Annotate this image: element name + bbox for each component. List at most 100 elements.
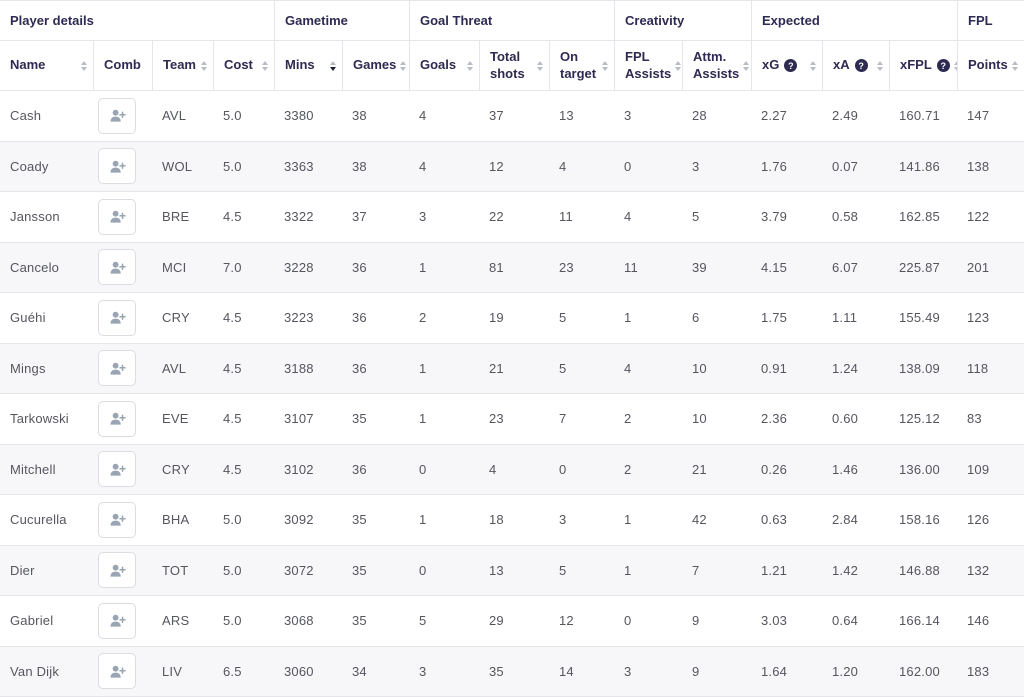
- cell-mins: 3072: [284, 562, 314, 578]
- sort-icon[interactable]: [197, 60, 207, 71]
- add-player-button[interactable]: [98, 501, 136, 538]
- sort-icon[interactable]: [326, 60, 336, 71]
- cell-on_target: 14: [559, 663, 574, 679]
- cell-points: 201: [967, 259, 990, 275]
- sort-icon[interactable]: [463, 60, 473, 71]
- column-header-label: Mins: [285, 57, 315, 73]
- cell-xfpl: 162.00: [899, 663, 940, 679]
- column-group-header-gametime: Gametime: [274, 1, 409, 40]
- column-header-name[interactable]: Name: [0, 41, 93, 90]
- sort-up-arrow-icon: [1012, 60, 1018, 65]
- column-header-points[interactable]: Points: [957, 41, 1024, 90]
- add-player-button[interactable]: [98, 400, 136, 437]
- person-add-icon: [109, 311, 126, 324]
- sort-icon[interactable]: [396, 60, 407, 71]
- column-header-games[interactable]: Games: [342, 41, 409, 90]
- cell-fpl_assists: 2: [624, 461, 632, 477]
- add-player-button[interactable]: [98, 451, 136, 488]
- sort-down-arrow-icon: [201, 66, 207, 71]
- cell-xfpl: 166.14: [899, 613, 940, 629]
- add-player-button[interactable]: [98, 198, 136, 235]
- sort-icon[interactable]: [950, 60, 957, 71]
- cell-games: 38: [352, 158, 367, 174]
- add-player-button[interactable]: [98, 602, 136, 639]
- cell-games: 38: [352, 108, 367, 124]
- sort-icon[interactable]: [598, 60, 608, 71]
- cell-xg: 1.75: [761, 310, 788, 326]
- column-group-header-expected: Expected: [751, 1, 957, 40]
- table-body: Cash AVL 5.0 3380 38 4 37 13 3 28 2.27 2.49 160.71 1…: [0, 91, 1024, 697]
- sort-down-arrow-icon: [330, 66, 336, 71]
- column-header-on_target[interactable]: On target: [549, 41, 614, 90]
- column-header-mins[interactable]: Mins: [274, 41, 342, 90]
- table-row: Coady WOL 5.0 3363 38 4 12 4 0 3 1.76 0.07 141.86 13…: [0, 141, 1024, 192]
- cell-on_target: 4: [559, 158, 567, 174]
- cell-xfpl: 146.88: [899, 562, 940, 578]
- sort-icon[interactable]: [77, 60, 87, 71]
- help-icon[interactable]: ?: [936, 59, 950, 72]
- column-header-fpl_assists[interactable]: FPL Assists: [614, 41, 682, 90]
- table-row: Tarkowski EVE 4.5 3107 35 1 23 7 2 10 2.36 0.60 125…: [0, 394, 1024, 445]
- add-player-button[interactable]: [98, 350, 136, 387]
- column-header-goals[interactable]: Goals: [409, 41, 479, 90]
- table-row: Cucurella BHA 5.0 3092 35 1 18 3 1 42 0.63 2.84 158…: [0, 495, 1024, 546]
- cell-mins: 3060: [284, 663, 314, 679]
- sort-icon[interactable]: [258, 60, 268, 71]
- cell-games: 36: [352, 461, 367, 477]
- column-header-label: Name: [10, 57, 46, 73]
- add-player-button[interactable]: [98, 148, 136, 185]
- cell-fpl_assists: 11: [624, 259, 638, 275]
- cell-attm_assists: 3: [692, 158, 700, 174]
- cell-fpl_assists: 2: [624, 411, 632, 427]
- sort-icon[interactable]: [533, 60, 543, 71]
- cell-fpl_assists: 4: [624, 360, 632, 376]
- cell-fpl_assists: 0: [624, 613, 632, 629]
- cell-xa: 0.58: [832, 209, 859, 225]
- sort-icon[interactable]: [1008, 60, 1018, 71]
- help-icon[interactable]: ?: [784, 59, 798, 72]
- column-header-xa[interactable]: xA ?: [822, 41, 889, 90]
- column-group-label: Goal Threat: [420, 13, 493, 28]
- column-header-xfpl[interactable]: xFPL ?: [889, 41, 957, 90]
- column-header-team[interactable]: Team: [152, 41, 213, 90]
- add-player-button[interactable]: [98, 552, 136, 589]
- person-add-icon: [109, 412, 126, 425]
- column-header-label: Comb: [104, 57, 141, 73]
- help-icon[interactable]: ?: [854, 59, 868, 72]
- column-group-header-creativity: Creativity: [614, 1, 751, 40]
- sort-icon[interactable]: [873, 60, 883, 71]
- cell-mins: 3322: [284, 209, 314, 225]
- cell-xg: 2.27: [761, 108, 788, 124]
- cell-attm_assists: 39: [692, 259, 707, 275]
- add-player-button[interactable]: [98, 249, 136, 286]
- cell-points: 122: [967, 209, 990, 225]
- add-player-button[interactable]: [98, 653, 136, 690]
- sort-up-arrow-icon: [330, 60, 336, 65]
- cell-points: 118: [967, 360, 989, 376]
- column-header-label: Cost: [224, 57, 253, 73]
- sort-icon[interactable]: [739, 60, 750, 71]
- column-header-cost[interactable]: Cost: [213, 41, 274, 90]
- cell-cost: 6.5: [223, 663, 242, 679]
- add-player-button[interactable]: [98, 97, 136, 134]
- sort-up-arrow-icon: [602, 60, 608, 65]
- cell-cost: 7.0: [223, 259, 242, 275]
- column-header-total_shots[interactable]: Total shots: [479, 41, 549, 90]
- column-header-attm_assists[interactable]: Attm. Assists: [682, 41, 751, 90]
- sort-icon[interactable]: [671, 60, 682, 71]
- cell-name: Cucurella: [10, 512, 67, 528]
- cell-points: 123: [967, 310, 990, 326]
- cell-goals: 4: [419, 158, 427, 174]
- sort-icon[interactable]: [806, 60, 816, 71]
- cell-xg: 0.63: [761, 512, 788, 528]
- cell-on_target: 11: [559, 209, 573, 225]
- table-cell-comb: [93, 445, 152, 495]
- cell-attm_assists: 6: [692, 310, 700, 326]
- cell-on_target: 7: [559, 411, 567, 427]
- cell-games: 35: [352, 411, 367, 427]
- column-header-xg[interactable]: xG ?: [751, 41, 822, 90]
- column-group-header-fpl: FPL: [957, 1, 1024, 40]
- cell-team: AVL: [162, 108, 187, 124]
- cell-xa: 0.60: [832, 411, 859, 427]
- add-player-button[interactable]: [98, 299, 136, 336]
